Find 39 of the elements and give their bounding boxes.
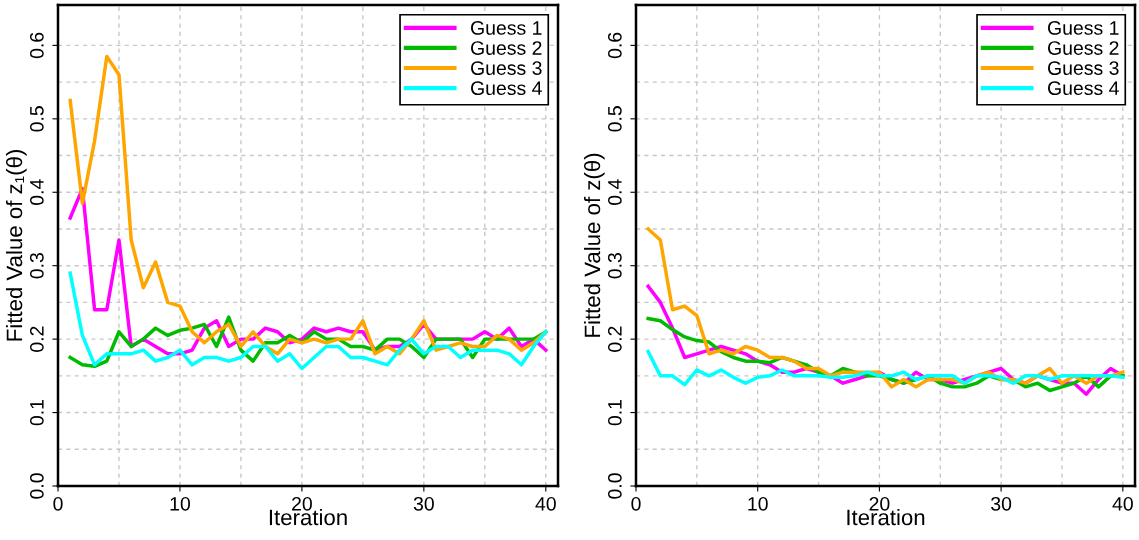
legend-label: Guess 4 [1048,81,1119,96]
y-tick-label: 0.6 [29,32,44,59]
y-tick-label: 0.2 [29,326,44,352]
y-tick-label: 0.4 [29,179,44,206]
y-tick-label: 0.1 [29,400,44,426]
x-tick-label: 10 [748,496,768,511]
x-tick-label: 20 [292,496,312,511]
y-tick-label: 0.5 [29,106,44,132]
legend-label: Guess 1 [1048,21,1119,35]
y-tick-label: 0.5 [607,106,622,132]
x-tick-label: 30 [991,496,1012,511]
x-tick-label: 40 [1112,496,1133,511]
line-series [68,54,548,356]
y-tick-label: 0.6 [607,32,622,59]
x-tick-label: 30 [413,496,434,511]
x-tick-label: 40 [535,496,556,511]
y-tick-label: 0.2 [607,326,622,352]
x-axis-title: Iteration [269,508,347,526]
y-tick-label: 0.4 [607,179,622,206]
legend-label: Guess 2 [1048,41,1119,55]
legend-label: Guess 3 [1048,61,1119,75]
line-series [68,271,548,371]
y-tick-label: 0.0 [607,473,622,499]
y-tick-label: 0.3 [29,253,44,279]
x-tick-label: 0 [631,496,641,511]
legend-label: Guess 2 [471,41,542,55]
y-tick-label: 0.1 [607,400,622,426]
line-series [646,349,1125,387]
x-axis-title: Iteration [847,508,925,526]
y-tick-label: 0.0 [29,473,44,499]
legend-label: Guess 4 [471,81,542,96]
legend-label: Guess 3 [471,61,542,75]
x-tick-label: 10 [170,496,191,511]
x-tick-label: 20 [869,496,890,511]
y-tick-label: 0.3 [607,253,622,279]
legend-label: Guess 1 [471,21,542,35]
x-tick-label: 0 [53,496,63,511]
y-axis-title: Fitted Value of z₁(θ) [5,150,27,341]
y-axis-title: Fitted Value of z(θ) [583,153,605,337]
